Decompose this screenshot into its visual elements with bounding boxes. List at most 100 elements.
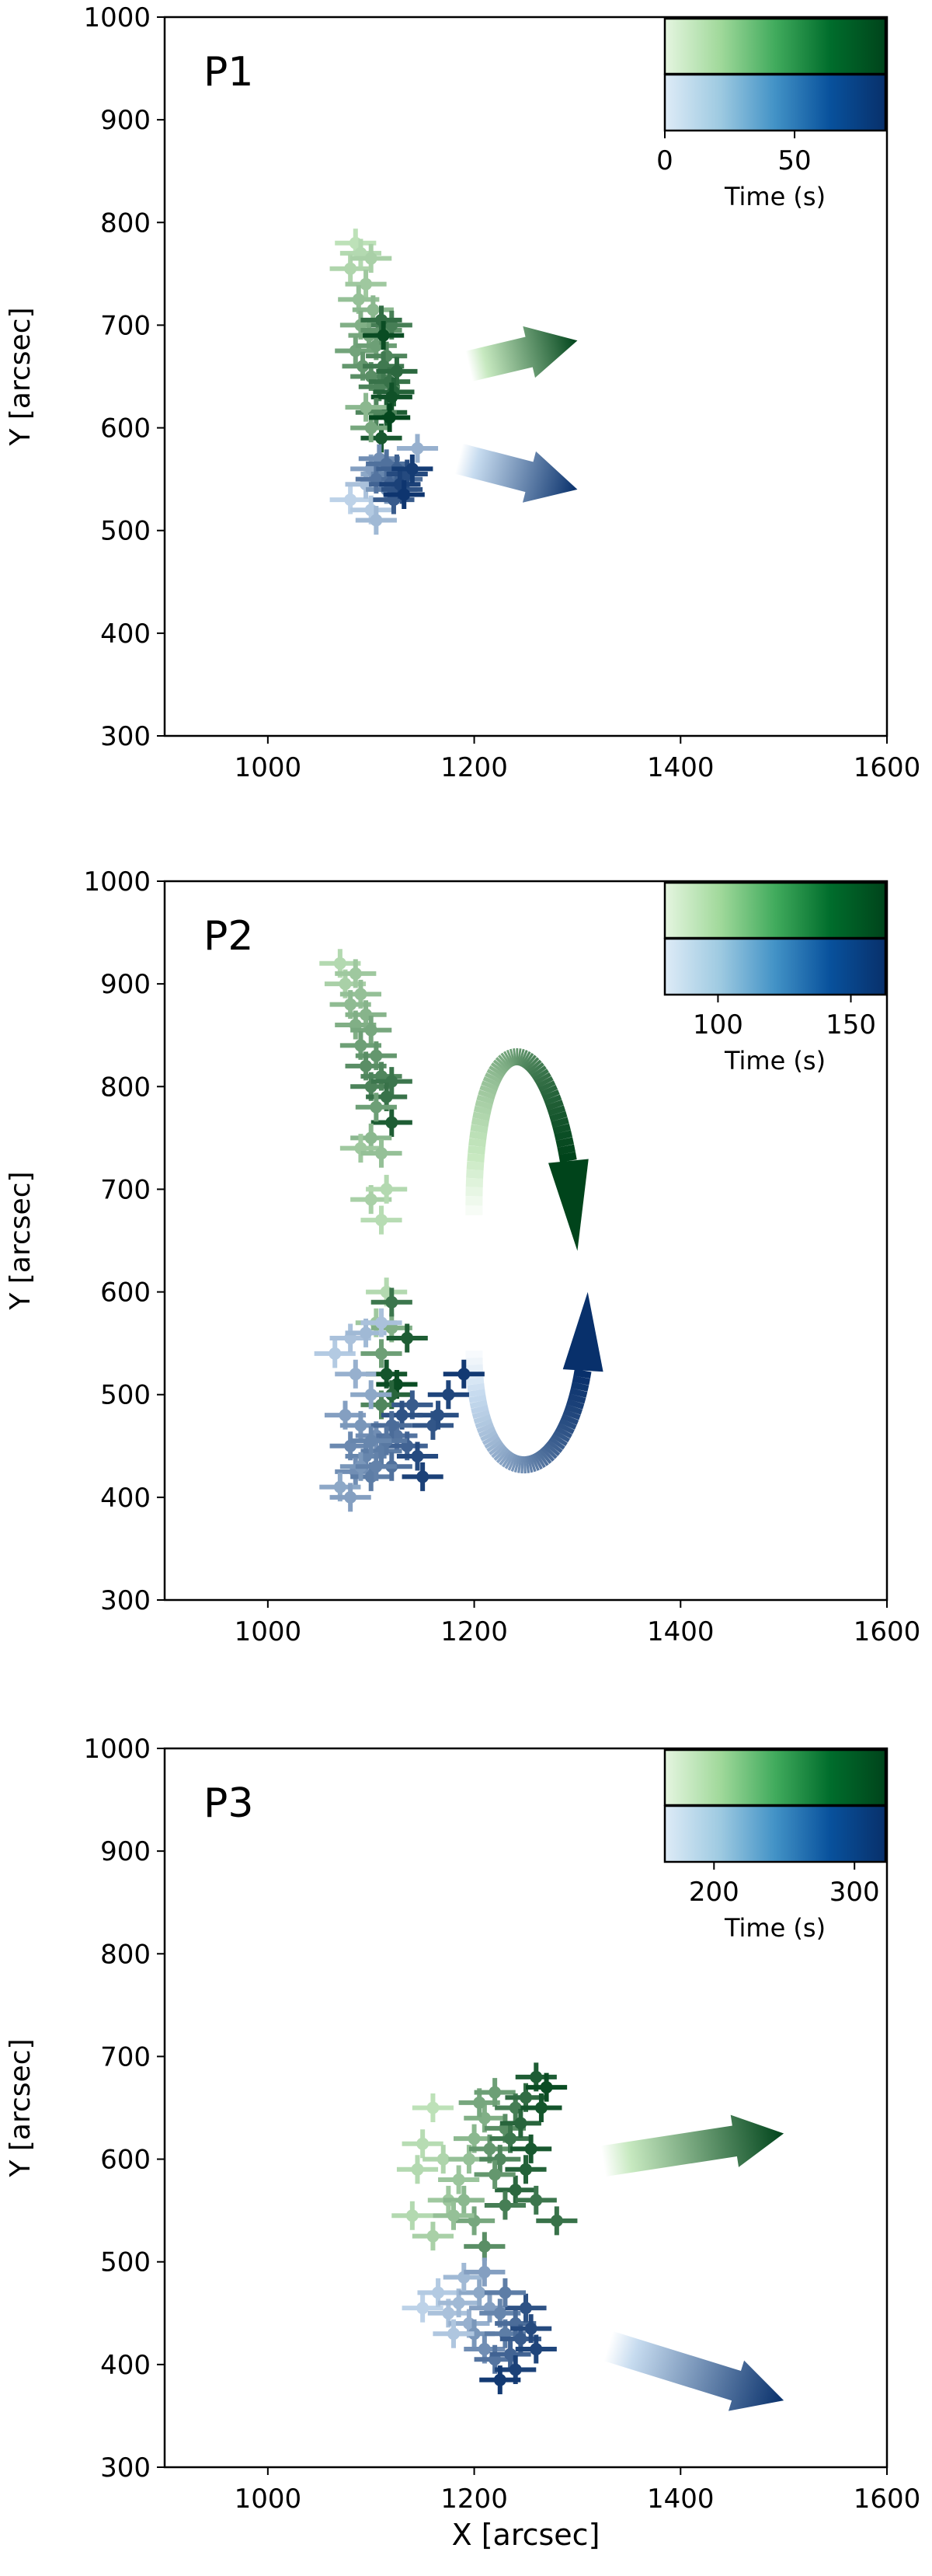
y-tick-label: 400 (100, 2350, 151, 2381)
point-marker (447, 2327, 460, 2341)
green-data-point (515, 2185, 557, 2215)
x-tick-label: 1400 (647, 2484, 715, 2515)
green-data-point (350, 244, 392, 274)
point-marker (489, 2086, 502, 2099)
point-marker (411, 442, 424, 455)
arrow-segment (553, 1430, 571, 1443)
point-marker (514, 2117, 527, 2130)
point-marker (436, 2152, 450, 2166)
colorbar-label: Time (s) (724, 1913, 826, 1943)
blue-data-point (402, 1462, 443, 1491)
arrow-segment (500, 1052, 513, 1068)
point-marker (452, 2173, 465, 2186)
point-marker (380, 1090, 393, 1103)
y-tick-label: 900 (100, 1836, 151, 1867)
point-marker (375, 1214, 388, 1227)
arrow-segment (557, 1144, 576, 1156)
point-marker (380, 1183, 393, 1196)
point-marker (411, 1450, 424, 1462)
plot-frame (163, 1747, 889, 2469)
point-marker (367, 303, 380, 316)
point-marker (483, 2142, 496, 2156)
point-marker (370, 514, 383, 527)
point-marker (426, 2229, 440, 2243)
blue-direction-arrow (465, 1291, 603, 1474)
point-marker (530, 2343, 543, 2356)
green-series (391, 2062, 578, 2261)
panel-label: P3 (203, 1780, 253, 1827)
arrow-segment (555, 1426, 572, 1439)
point-marker (442, 2306, 455, 2320)
point-marker (493, 2306, 506, 2320)
point-marker (383, 411, 396, 424)
point-marker (478, 2265, 491, 2278)
point-marker (360, 277, 373, 291)
arrow-segment (520, 1051, 531, 1068)
y-tick-label: 1000 (83, 2, 151, 33)
y-axis-label: Y [arcsec] (5, 2038, 37, 2177)
arrow-segment (486, 1068, 504, 1081)
y-tick-label: 800 (100, 1939, 151, 1970)
point-marker (385, 1295, 398, 1309)
point-marker (499, 2286, 512, 2299)
green-data-point (510, 2134, 552, 2163)
arrow-shape (603, 2330, 784, 2411)
blue-data-point (370, 1410, 412, 1440)
arrow-segment (534, 1452, 546, 1469)
green-data-point (370, 1108, 412, 1138)
point-marker (473, 2286, 486, 2299)
point-marker (398, 488, 411, 501)
arrow-segment (564, 1403, 583, 1415)
point-marker (509, 2363, 522, 2376)
green-data-point (454, 2206, 496, 2236)
point-marker (364, 1131, 377, 1145)
colorbar-tick-label: 200 (689, 1877, 739, 1908)
blue-data-point (510, 2314, 552, 2344)
y-tick-label: 300 (100, 1585, 151, 1616)
arrow-segment (475, 1100, 493, 1110)
arrow-segment (554, 1130, 573, 1142)
arrow-segment (491, 1445, 506, 1459)
blue-data-point (329, 1483, 371, 1512)
arrow-segment (558, 1418, 577, 1430)
y-tick-label: 600 (100, 1278, 151, 1309)
arrow-segment (493, 1446, 509, 1461)
blue-data-point (515, 2334, 557, 2364)
x-axis-label: X [arcsec] (452, 2518, 600, 2552)
green-data-point (391, 2201, 433, 2230)
blue-direction-arrow (454, 443, 578, 503)
blue-data-point (484, 2278, 526, 2307)
point-marker (534, 2101, 548, 2114)
green-data-point (366, 1082, 408, 1111)
blue-data-point (391, 454, 433, 483)
arrow-shape (465, 326, 578, 382)
y-tick-label: 600 (100, 2145, 151, 2176)
blue-data-point (350, 1380, 392, 1410)
arrow-segment (552, 1123, 571, 1135)
point-marker (405, 2209, 419, 2222)
blue-data-point (355, 1452, 397, 1481)
y-tick-label: 600 (100, 413, 151, 444)
point-marker (370, 1049, 383, 1062)
blue-series (314, 1308, 485, 1512)
point-marker (364, 1388, 377, 1401)
arrow-segment (528, 1062, 544, 1076)
arrow-segment (467, 1152, 485, 1163)
arrow-segment (513, 1455, 521, 1473)
arrow-segment (489, 1065, 506, 1078)
arrow-segment (495, 1057, 510, 1071)
point-marker (416, 1470, 429, 1483)
x-tick-label: 1600 (854, 752, 921, 783)
colorbar-label: Time (s) (724, 1046, 826, 1075)
blue-data-point (360, 1308, 402, 1337)
point-marker (344, 262, 357, 275)
arrow-segment (484, 1436, 501, 1449)
arrow-segment (568, 1393, 586, 1404)
x-tick-label: 1000 (235, 2484, 302, 2515)
blue-data-point (443, 1359, 485, 1389)
point-marker (462, 2152, 475, 2166)
blue-data-point (402, 2293, 443, 2323)
